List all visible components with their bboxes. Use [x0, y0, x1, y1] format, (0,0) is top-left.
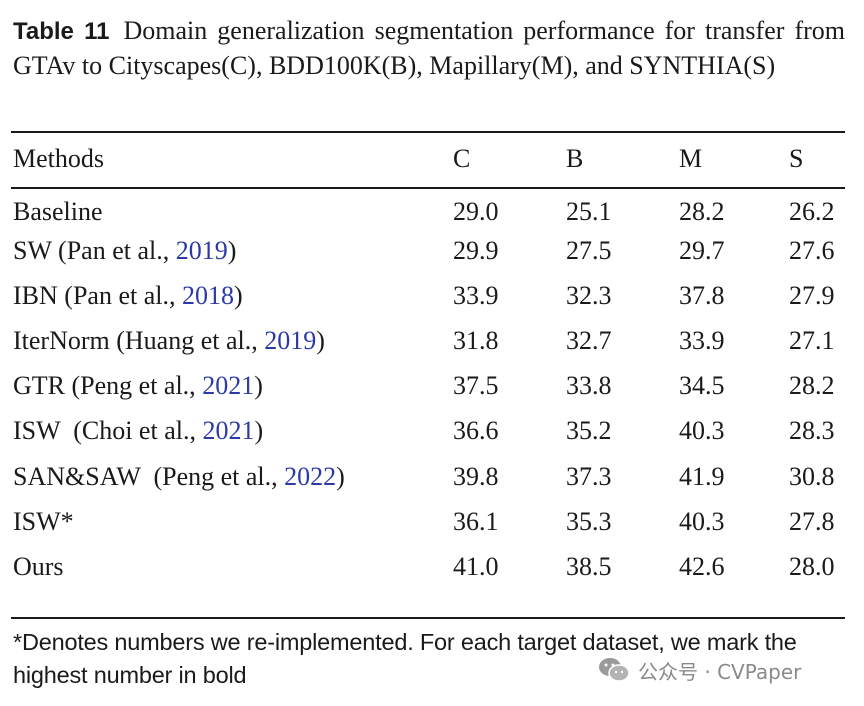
value-c: 39.8 — [453, 461, 499, 491]
value-b: 32.3 — [566, 280, 612, 310]
value-b: 27.5 — [566, 235, 612, 265]
caption-text: Domain generalization segmentation perfo… — [13, 16, 845, 80]
method-cell: Ours — [11, 544, 451, 589]
table-row: ISW (Choi et al., 2021) 36.6 35.2 40.3 2… — [11, 409, 845, 454]
value-c: 36.1 — [453, 506, 499, 536]
method-cell: IBN (Pan et al., 2018) — [11, 273, 451, 318]
citation-close: ) — [233, 280, 243, 310]
citation-authors: (Pan et al., — [51, 235, 176, 265]
method-cell: ISW (Choi et al., 2021) — [11, 409, 451, 454]
value-c: 31.8 — [453, 325, 499, 355]
header-rule — [11, 187, 845, 189]
citation-year-link[interactable]: 2021 — [202, 371, 255, 401]
citation-authors: (Peng et al., — [65, 371, 203, 401]
method-cell: SW (Pan et al., 2019) — [11, 228, 451, 273]
header-row: Methods C B M S — [11, 135, 845, 183]
value-s: 27.9 — [789, 280, 835, 310]
citation-year-link[interactable]: 2019 — [175, 235, 228, 265]
value-m: 33.9 — [679, 325, 725, 355]
method-name: Baseline — [13, 196, 103, 226]
method-cell: SAN&SAW (Peng et al., 2022) — [11, 454, 451, 499]
value-m-best: 42.6 — [679, 551, 725, 581]
citation-authors: (Peng et al., — [140, 461, 285, 491]
header-methods: Methods — [13, 144, 104, 173]
value-s: 27.6 — [789, 235, 835, 265]
citation-authors: (Pan et al., — [57, 280, 182, 310]
value-b: 25.1 — [566, 196, 612, 226]
citation-year-link[interactable]: 2022 — [284, 461, 337, 491]
watermark: 公众号 · CVPaper — [598, 655, 801, 685]
value-m: 34.5 — [679, 371, 725, 401]
header-b: B — [566, 144, 584, 173]
value-m: 28.2 — [679, 196, 725, 226]
wechat-icon — [598, 656, 630, 684]
top-rule — [11, 131, 845, 133]
table-caption: Table 11 Domain generalization segmentati… — [13, 14, 845, 83]
caption-label: Table 11 — [13, 18, 110, 45]
bottom-rule — [11, 617, 845, 619]
value-c: 29.0 — [453, 196, 499, 226]
value-c: 29.9 — [453, 235, 499, 265]
header-s: S — [789, 144, 804, 173]
value-s: 28.0 — [789, 551, 835, 581]
value-m: 29.7 — [679, 235, 725, 265]
table-row: IterNorm (Huang et al., 2019) 31.8 32.7 … — [11, 318, 845, 363]
watermark-text: 公众号 · CVPaper — [638, 659, 802, 684]
value-c: 36.6 — [453, 416, 499, 446]
table-row: SW (Pan et al., 2019) 29.9 27.5 29.7 27.… — [11, 228, 845, 273]
value-c: 37.5 — [453, 371, 499, 401]
citation-close: ) — [254, 416, 264, 446]
value-b: 37.3 — [566, 461, 612, 491]
method-cell: ISW* — [11, 499, 451, 544]
value-s: 26.2 — [789, 196, 835, 226]
value-m: 40.3 — [679, 506, 725, 536]
value-b: 35.3 — [566, 506, 612, 536]
citation-close: ) — [254, 371, 263, 401]
citation-year-link[interactable]: 2018 — [181, 280, 234, 310]
citation-year-link[interactable]: 2019 — [264, 325, 317, 355]
method-cell: IterNorm (Huang et al., 2019) — [11, 318, 451, 363]
table-row: Baseline 29.0 25.1 28.2 26.2 — [11, 183, 845, 228]
method-name: IBN — [13, 280, 58, 310]
value-b: 33.8 — [566, 371, 612, 401]
value-s: 27.1 — [789, 325, 835, 355]
method-name: ISW — [13, 416, 61, 446]
citation-close: ) — [316, 325, 325, 355]
value-s: 28.3 — [789, 416, 835, 446]
table-row: Ours 41.0 38.5 42.6 28.0 — [11, 544, 845, 589]
method-cell: Baseline — [11, 183, 451, 228]
table-row: GTR (Peng et al., 2021) 37.5 33.8 34.5 2… — [11, 364, 845, 409]
value-b: 35.2 — [566, 416, 612, 446]
table-row: ISW* 36.1 35.3 40.3 27.8 — [11, 499, 845, 544]
value-s: 28.2 — [789, 371, 835, 401]
table-footnote: *Denotes numbers we re-implemented. For … — [13, 629, 797, 688]
method-name: SW — [13, 235, 52, 265]
results-table: Methods C B M S Baseline 29.0 25.1 28.2 … — [11, 135, 845, 590]
header-m: M — [679, 144, 703, 173]
value-c-best: 41.0 — [453, 551, 499, 581]
method-cell: GTR (Peng et al., 2021) — [11, 364, 451, 409]
method-name: SAN&SAW — [13, 461, 141, 491]
value-s: 27.8 — [789, 506, 835, 536]
value-c: 33.9 — [453, 280, 499, 310]
method-name: ISW* — [13, 506, 74, 536]
citation-year-link[interactable]: 2021 — [202, 416, 255, 446]
citation-authors: (Choi et al., — [60, 416, 203, 446]
method-name: IterNorm — [13, 325, 110, 355]
header-c: C — [453, 144, 471, 173]
citation-authors: (Huang et al., — [109, 325, 265, 355]
value-m: 37.8 — [679, 280, 725, 310]
value-m: 41.9 — [679, 461, 725, 491]
table-row: IBN (Pan et al., 2018) 33.9 32.3 37.8 27… — [11, 273, 845, 318]
citation-close: ) — [227, 235, 237, 265]
citation-close: ) — [336, 461, 345, 491]
value-b-best: 38.5 — [566, 551, 612, 581]
table-row: SAN&SAW (Peng et al., 2022) 39.8 37.3 41… — [11, 454, 845, 499]
method-name: GTR — [13, 371, 65, 401]
value-s-best: 30.8 — [789, 461, 835, 491]
value-m: 40.3 — [679, 416, 725, 446]
method-name: Ours — [13, 551, 64, 581]
value-b: 32.7 — [566, 325, 612, 355]
